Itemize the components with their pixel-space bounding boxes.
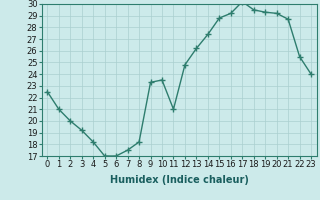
X-axis label: Humidex (Indice chaleur): Humidex (Indice chaleur) xyxy=(110,175,249,185)
